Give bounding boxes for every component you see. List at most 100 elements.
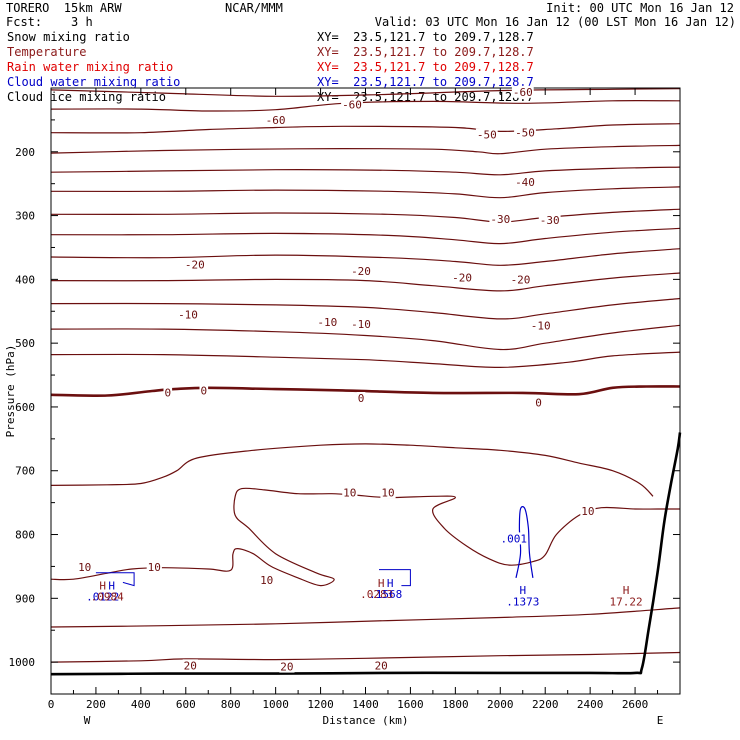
y-tick-label-6: 800 xyxy=(15,529,35,542)
isotherm-label-5-bg xyxy=(514,175,536,188)
isotherm-label-1: -60 xyxy=(342,99,362,112)
cloud-water-bracket-0 xyxy=(95,572,135,587)
isotherm-label-16: 0 xyxy=(164,386,171,399)
x-tick-label-6: 1200 xyxy=(307,698,334,711)
x-tick-label-5: 1000 xyxy=(262,698,289,711)
isotherm-label-15: -10 xyxy=(531,319,551,332)
isotherm-9 xyxy=(50,272,681,292)
legend-snow-xy: XY= 23.5,121.7 to 209.7,128.7 xyxy=(317,30,534,44)
cloud-water-label-0-bg xyxy=(499,532,528,545)
isotherm-label-7-bg xyxy=(538,214,561,226)
isotherm-label-12-bg xyxy=(177,308,199,321)
maximum-value-1: .0984 xyxy=(91,590,124,603)
isotherm-label-21-bg xyxy=(380,486,396,499)
center-title: NCAR/MMM xyxy=(225,1,283,15)
isotherm-label-16-bg xyxy=(163,386,173,399)
isotherm-label-17-bg xyxy=(199,384,209,397)
isotherm-label-2-bg xyxy=(264,113,287,126)
maximum-marker-1: H xyxy=(108,580,115,593)
isotherm-label-19: 0 xyxy=(535,397,542,410)
isotherm-label-0-bg xyxy=(511,85,534,98)
y-tick-label-2: 400 xyxy=(15,273,35,286)
west-label: W xyxy=(84,714,91,727)
x-tick-label-1: 200 xyxy=(86,698,106,711)
isotherm-label-22: 10 xyxy=(581,505,594,518)
isotherm-label-18-bg xyxy=(356,392,366,404)
isotherm-label-19-bg xyxy=(534,396,543,409)
isotherm-label-22-bg xyxy=(580,504,596,517)
isotherm-2 xyxy=(50,123,681,134)
isotherm-label-10: -20 xyxy=(452,272,472,285)
isotherm-label-9: -20 xyxy=(351,265,371,278)
maximum-value-2: .0283 xyxy=(360,588,393,601)
isotherm-label-8: -20 xyxy=(185,259,205,272)
isotherm-5 xyxy=(50,186,681,199)
x-tick-label-7: 1400 xyxy=(352,698,379,711)
x-tick-label-2: 400 xyxy=(131,698,151,711)
isotherm-0 xyxy=(50,88,681,97)
model-title: TORERO 15km ARW xyxy=(6,1,122,15)
y-tick-label-4: 600 xyxy=(15,401,35,414)
x-tick-label-12: 2400 xyxy=(577,698,604,711)
y-tick-label-0: 200 xyxy=(15,146,35,159)
isotherm-label-14: -10 xyxy=(351,318,371,331)
isotherm-label-6-bg xyxy=(489,212,512,225)
forecast-hour: Fcst: 3 h xyxy=(6,15,93,29)
legend-cloudwater-xy: XY= 23.5,121.7 to 209.7,128.7 xyxy=(317,75,534,89)
isotherm-label-3-bg xyxy=(475,128,498,141)
x-tick-label-9: 1800 xyxy=(442,698,469,711)
east-label: E xyxy=(657,714,664,727)
cloud-water-contour-0 xyxy=(515,506,534,579)
isotherm-label-28-bg xyxy=(373,659,389,672)
isotherm-label-26: 20 xyxy=(184,659,197,672)
x-tick-label-4: 800 xyxy=(221,698,241,711)
isotherm-label-20: 10 xyxy=(343,486,356,499)
y-tick-label-8: 1000 xyxy=(9,656,36,669)
isotherm-label-25-bg xyxy=(259,573,275,586)
x-tick-label-13: 2600 xyxy=(622,698,649,711)
maximum-value-3: .1568 xyxy=(369,588,402,601)
isotherm-label-27: 20 xyxy=(280,661,293,674)
isotherm-label-10-bg xyxy=(451,271,473,284)
maximum-marker-3: H xyxy=(387,577,394,590)
isotherm-label-23: 10 xyxy=(78,561,91,574)
cloud-water-label-0: .001 xyxy=(501,532,528,545)
terrain-line xyxy=(50,432,682,676)
x-tick-label-8: 1600 xyxy=(397,698,424,711)
isotherm-12 xyxy=(50,351,681,369)
x-tick-label-10: 2000 xyxy=(487,698,514,711)
maximum-marker-5: H xyxy=(623,584,630,597)
isotherm-label-18: 0 xyxy=(358,392,365,405)
isotherm-label-9-bg xyxy=(350,265,372,278)
isotherm-label-4-bg xyxy=(514,126,536,139)
init-time: Init: 00 UTC Mon 16 Jan 12 xyxy=(546,1,734,15)
cloud-water-bracket-1 xyxy=(379,569,411,587)
isotherm-label-8-bg xyxy=(183,258,206,271)
isotherm-label-4: -50 xyxy=(515,127,535,140)
isotherm-label-13-bg xyxy=(316,316,339,329)
isotherm-17 xyxy=(50,651,681,663)
isotherm-14 xyxy=(50,443,654,497)
x-tick-label-11: 2200 xyxy=(532,698,559,711)
isotherm-label-27-bg xyxy=(279,660,295,673)
isotherm-label-21: 10 xyxy=(381,486,394,499)
isotherm-label-24: 10 xyxy=(148,561,161,574)
legend-cloudwater-name: Cloud water mixing ratio xyxy=(7,75,181,89)
maximum-marker-4: H xyxy=(519,584,526,597)
isotherm-8 xyxy=(50,248,681,266)
y-tick-label-7: 900 xyxy=(15,592,35,605)
y-tick-label-5: 700 xyxy=(15,465,35,478)
legend-rain-xy: XY= 23.5,121.7 to 209.7,128.7 xyxy=(317,60,534,74)
legend-snow-name: Snow mixing ratio xyxy=(7,30,130,44)
y-axis-title: Pressure (hPa) xyxy=(4,345,17,438)
isotherm-label-24-bg xyxy=(146,561,162,574)
isotherm-label-0: -60 xyxy=(513,86,533,99)
isotherm-3 xyxy=(50,144,681,155)
isotherm-10 xyxy=(50,297,681,320)
isotherm-1 xyxy=(50,99,681,112)
isotherm-label-28: 20 xyxy=(375,659,388,672)
isotherm-label-26-bg xyxy=(182,659,198,672)
isotherm-label-15-bg xyxy=(529,319,552,332)
isotherm-label-5: -40 xyxy=(515,176,535,189)
isotherm-label-11: -20 xyxy=(511,273,531,286)
